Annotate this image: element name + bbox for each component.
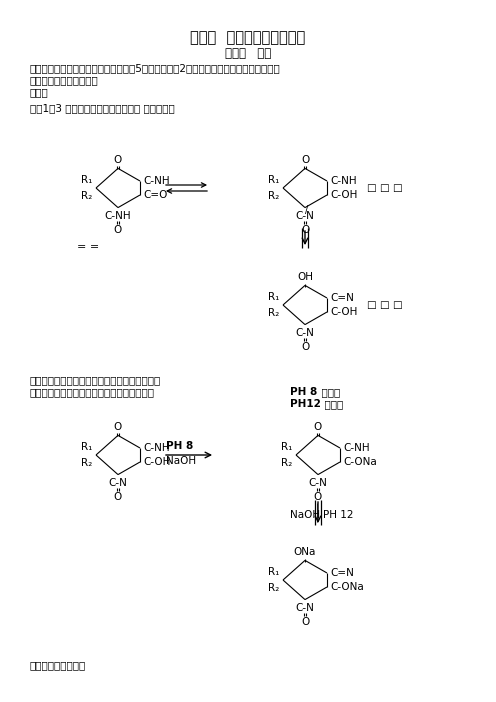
Text: PH 8: PH 8 bbox=[290, 387, 317, 397]
Text: O: O bbox=[114, 423, 122, 432]
Text: 巴比妥类药物具有两步电离，因此如二元酸：: 巴比妥类药物具有两步电离，因此如二元酸： bbox=[30, 387, 155, 397]
Text: C-N: C-N bbox=[296, 328, 314, 338]
Text: C-NH: C-NH bbox=[343, 443, 370, 453]
Text: 环状酯脲类镇静催眠药。: 环状酯脲类镇静催眠药。 bbox=[30, 75, 99, 85]
Text: R₁: R₁ bbox=[81, 442, 92, 452]
Text: □ □ □: □ □ □ bbox=[367, 183, 403, 193]
Text: C-N: C-N bbox=[309, 477, 327, 488]
Text: 烯醇式结构可电离出氢离子，因此，具有弱酸性: 烯醇式结构可电离出氢离子，因此，具有弱酸性 bbox=[30, 375, 161, 385]
Text: C=N: C=N bbox=[330, 568, 354, 578]
Text: 结构：: 结构： bbox=[30, 87, 49, 97]
Text: 巴比妥类药物性质：: 巴比妥类药物性质： bbox=[30, 660, 86, 670]
Text: ONa: ONa bbox=[294, 548, 316, 557]
Text: C-NH: C-NH bbox=[143, 443, 170, 453]
Text: PH 8: PH 8 bbox=[166, 441, 193, 451]
Text: R₂: R₂ bbox=[268, 583, 279, 593]
Text: = =: = = bbox=[77, 242, 99, 252]
Text: C-NH: C-NH bbox=[330, 176, 357, 186]
Text: C=N: C=N bbox=[330, 293, 354, 303]
Text: O: O bbox=[314, 423, 322, 432]
Text: □ □ □: □ □ □ bbox=[367, 300, 403, 310]
Text: C=O: C=O bbox=[143, 190, 167, 200]
Text: 一钠盐: 一钠盐 bbox=[315, 387, 340, 397]
Text: O: O bbox=[301, 155, 309, 166]
Text: 第七章  巴比妥类药物的分析: 第七章 巴比妥类药物的分析 bbox=[190, 30, 306, 45]
Text: R₂: R₂ bbox=[81, 458, 92, 468]
Text: C-NH: C-NH bbox=[143, 176, 170, 186]
Text: C-N: C-N bbox=[109, 477, 127, 488]
Text: R₂: R₂ bbox=[281, 458, 292, 468]
Text: R₁: R₁ bbox=[268, 292, 279, 302]
Text: 第一节   概述: 第一节 概述 bbox=[225, 47, 271, 60]
Text: C-OH: C-OH bbox=[143, 457, 170, 467]
Text: PH 12: PH 12 bbox=[323, 510, 354, 520]
Text: C-OH: C-OH bbox=[330, 190, 358, 200]
Text: O: O bbox=[114, 155, 122, 166]
Text: R₁: R₁ bbox=[268, 175, 279, 185]
Text: O: O bbox=[301, 616, 309, 627]
Text: 二钠盐: 二钠盐 bbox=[318, 399, 343, 409]
Text: 具有1，3 二酯亚胺基团，能发生酮式 烯醇式互变: 具有1，3 二酯亚胺基团，能发生酮式 烯醇式互变 bbox=[30, 103, 175, 113]
Text: C-NH: C-NH bbox=[105, 211, 131, 220]
Text: R₁: R₁ bbox=[281, 442, 292, 452]
Text: PH12: PH12 bbox=[290, 399, 321, 409]
Text: O: O bbox=[314, 491, 322, 502]
Text: R₂: R₂ bbox=[268, 191, 279, 201]
Text: R₂: R₂ bbox=[268, 308, 279, 318]
Text: R₂: R₂ bbox=[81, 191, 92, 201]
Text: C-N: C-N bbox=[296, 602, 314, 613]
Text: O: O bbox=[301, 342, 309, 352]
Text: O: O bbox=[114, 491, 122, 502]
Text: 巴比妥类药物是丙二酯脲（巴比妥酸）5位次甲基上的2个氢原子被烃基取代后的产物，为: 巴比妥类药物是丙二酯脲（巴比妥酸）5位次甲基上的2个氢原子被烃基取代后的产物，为 bbox=[30, 63, 281, 73]
Text: R₁: R₁ bbox=[268, 567, 279, 577]
Text: /: / bbox=[306, 204, 309, 215]
Text: NaOH: NaOH bbox=[166, 456, 196, 466]
Text: O: O bbox=[301, 225, 309, 234]
Text: C-ONa: C-ONa bbox=[330, 582, 364, 592]
Text: R₁: R₁ bbox=[81, 175, 92, 185]
Text: C-ONa: C-ONa bbox=[343, 457, 377, 467]
Text: O: O bbox=[114, 225, 122, 234]
Text: C-N: C-N bbox=[296, 211, 314, 220]
Text: OH: OH bbox=[297, 272, 313, 282]
Text: NaOH: NaOH bbox=[290, 510, 320, 520]
Text: C-OH: C-OH bbox=[330, 307, 358, 317]
